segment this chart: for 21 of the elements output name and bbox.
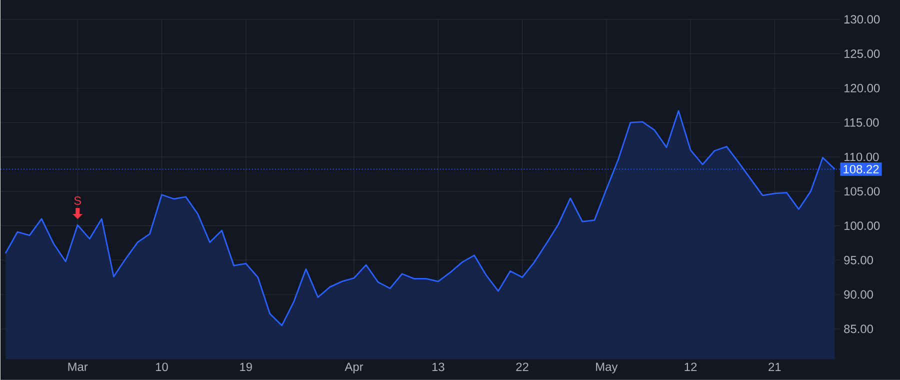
y-tick-label: 115.00	[844, 118, 879, 127]
x-tick-label: 12	[684, 362, 697, 372]
x-tick-label: Mar	[68, 362, 88, 372]
y-tick-label: 85.00	[844, 324, 873, 334]
x-tick-label: 22	[516, 362, 528, 372]
annotation: S	[74, 196, 82, 205]
ref-line-label: 108.22	[844, 165, 879, 174]
y-tick-label: 100.00	[844, 222, 880, 230]
y-tick-label: 130.00	[844, 15, 880, 24]
x-tick-label: 21	[768, 362, 781, 372]
x-tick-label: Apr	[344, 362, 364, 374]
y-tick-label: 105.00	[844, 187, 880, 196]
x-tick-label: 10	[156, 362, 168, 372]
y-tick-label: 120.00	[844, 84, 880, 92]
x-tick-label: May	[596, 362, 618, 374]
y-tick-label: 90.00	[844, 290, 873, 299]
y-tick-label: 110.00	[844, 152, 879, 162]
x-tick-label: 13	[432, 362, 444, 372]
y-tick-label: 95.00	[844, 256, 873, 264]
x-tick-label: 19	[240, 362, 252, 372]
y-tick-label: 125.00	[844, 50, 880, 58]
